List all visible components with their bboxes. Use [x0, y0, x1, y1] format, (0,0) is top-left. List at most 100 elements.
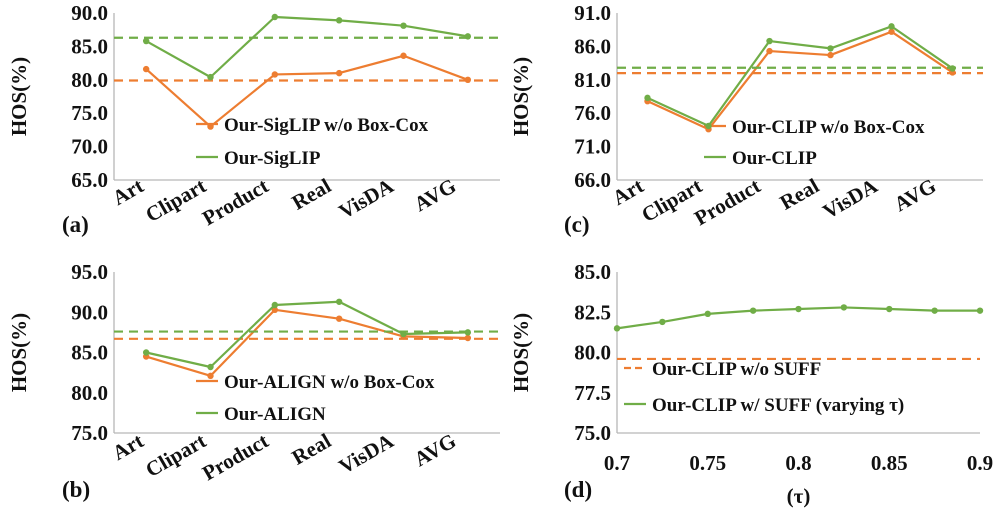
orange-series-line [145, 308, 468, 377]
x-tick-label: 0.85 [871, 451, 908, 475]
green-series-point [976, 307, 984, 314]
y-tick-label: 86.0 [574, 34, 611, 58]
orange-series-point [888, 28, 895, 35]
orange-series-point [207, 372, 214, 380]
orange-series-point [400, 52, 407, 59]
x-tick-label: 0.75 [689, 451, 726, 475]
green-series-point [271, 301, 279, 309]
green-series-point [766, 37, 773, 45]
green-series-line [145, 300, 468, 369]
y-tick-label: 81.0 [574, 68, 611, 92]
x-tick-label: Clipart [141, 174, 210, 227]
orange-series-point [271, 306, 279, 314]
green-series-point [886, 305, 893, 313]
y-tick-label: 85.0 [71, 341, 108, 365]
legend-label: Our-SigLIP w/o Box-Cox [224, 115, 429, 136]
x-tick-label: 0.9 [967, 451, 993, 475]
green-series-point [335, 298, 343, 305]
y-tick-label: 80.0 [71, 68, 108, 92]
green-series-point [400, 330, 407, 338]
y-tick-label: 71.0 [574, 135, 611, 159]
y-axis-title: HOS(%) [509, 57, 533, 136]
x-tick-label: AVG [410, 429, 460, 472]
y-tick-label: 95.0 [71, 260, 108, 284]
green-series-point [931, 307, 938, 314]
y-tick-label: 65.0 [71, 168, 108, 192]
legend-label: Our-CLIP w/ SUFF (varying τ) [652, 395, 904, 416]
green-series-point [704, 310, 711, 318]
green-series-point [142, 349, 150, 356]
x-tick-label: Real [288, 428, 335, 469]
green-series-point [613, 325, 621, 332]
green-series-point [142, 37, 150, 45]
green-series-line [647, 25, 954, 127]
y-tick-label: 85.0 [71, 34, 108, 58]
orange-series-point [827, 51, 834, 59]
y-tick-label: 80.0 [574, 341, 611, 365]
orange-series-line [647, 30, 954, 131]
legend-label: Our-CLIP w/o SUFF [652, 359, 821, 380]
green-series-point [207, 73, 214, 81]
y-tick-label: 70.0 [71, 135, 108, 159]
green-series-point [271, 13, 279, 21]
panel-label: (c) [564, 212, 590, 237]
green-series-point [705, 122, 712, 130]
green-series-point [949, 65, 956, 72]
chart-panel-d: 75.0 77.5 80.0 82.5 85.0 HOS(%) (d) 0.7 0.75 0.8 0… [509, 260, 993, 508]
x-tick-label: Product [198, 429, 272, 486]
green-series-line [145, 15, 469, 79]
green-series-point [888, 23, 895, 30]
y-tick-label: 90.0 [71, 300, 108, 324]
y-tick-label: 76.0 [574, 101, 611, 125]
x-tick-label: Product [690, 174, 764, 231]
y-tick-label: 82.5 [574, 300, 611, 324]
green-series-point [644, 94, 651, 102]
chart-panel-a: 65.070.075.080.085.090.0HOS(%)(a)ArtClip… [7, 1, 500, 237]
x-tick-label: 0.8 [785, 451, 811, 475]
x-axis-title: (τ) [787, 484, 811, 508]
orange-series-point [464, 76, 472, 84]
panel-label: (a) [62, 212, 89, 237]
green-series-point [207, 363, 214, 371]
x-tick-label: 0.7 [604, 451, 630, 475]
y-tick-label: 75.0 [71, 101, 108, 125]
legend-label: Our-ALIGN w/o Box-Cox [224, 372, 435, 393]
legend-label: Our-CLIP w/o Box-Cox [732, 117, 925, 138]
y-tick-label: 91.0 [574, 1, 611, 25]
x-tick-label: Clipart [141, 429, 210, 482]
x-tick-label: Art [108, 429, 147, 466]
green-series-point [827, 45, 834, 52]
y-tick-label: 75.0 [574, 421, 611, 445]
y-tick-label: 77.5 [574, 381, 611, 405]
green-series-point [400, 22, 407, 29]
legend-label: Our-CLIP [732, 148, 817, 169]
green-series-point [335, 17, 343, 24]
panel-label: (d) [564, 477, 592, 502]
orange-series-point [271, 71, 279, 78]
green-series-point [659, 318, 666, 326]
orange-series-point [142, 65, 150, 73]
legend-label: Our-SigLIP [224, 148, 321, 169]
x-tick-label: VisDA [819, 173, 883, 224]
x-tick-label: Product [198, 174, 272, 231]
orange-series-point [335, 315, 343, 322]
green-series-point [464, 329, 472, 336]
y-tick-label: 66.0 [574, 168, 611, 192]
y-axis-title: HOS(%) [7, 313, 31, 392]
chart-panel-c: 66.071.076.081.086.091.0HOS(%)(c)ArtClip… [509, 1, 983, 237]
y-tick-label: 90.0 [71, 1, 108, 25]
orange-series-point [464, 334, 472, 342]
x-tick-label: VisDA [335, 428, 399, 479]
x-tick-label: VisDA [335, 173, 399, 224]
green-series-point [464, 33, 472, 40]
legend-label: Our-ALIGN [224, 404, 326, 425]
y-axis-title: HOS(%) [509, 313, 533, 392]
y-tick-label: 75.0 [71, 421, 108, 445]
y-axis-title: HOS(%) [7, 57, 31, 136]
y-tick-label: 85.0 [574, 260, 611, 284]
orange-series-line [145, 54, 469, 128]
green-series-point [749, 307, 757, 314]
green-series-point [840, 304, 848, 311]
panel-label: (b) [62, 477, 90, 502]
